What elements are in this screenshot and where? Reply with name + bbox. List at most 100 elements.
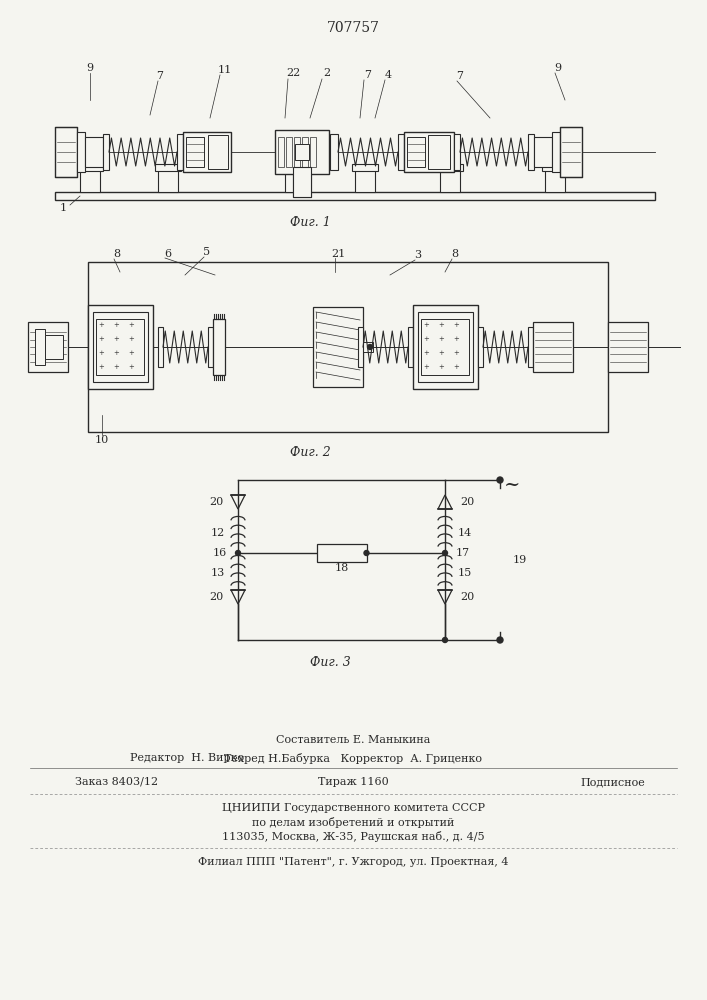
Bar [208,135,228,169]
Bar [437,164,463,171]
Bar [408,327,413,367]
Circle shape [443,638,448,643]
Text: 9: 9 [86,63,93,73]
Text: 19: 19 [513,555,527,565]
Bar [282,164,308,171]
Text: 1: 1 [59,203,66,213]
Text: 12: 12 [211,528,225,538]
Text: +: + [453,335,459,343]
Bar [528,327,533,367]
Text: ~: ~ [504,476,520,494]
Bar [88,305,153,389]
Text: +: + [453,349,459,357]
Bar [77,164,103,171]
Bar [103,134,109,170]
Bar [407,137,425,167]
Text: +: + [113,335,119,343]
Text: +: + [113,321,119,329]
Bar [302,137,308,167]
Text: 18: 18 [334,563,349,573]
Bar [293,167,311,197]
Text: Филиал ППП "Патент", г. Ужгород, ул. Проектная, 4: Филиал ППП "Патент", г. Ужгород, ул. Про… [198,857,508,867]
Circle shape [443,550,448,556]
Bar [177,134,183,170]
Text: +: + [98,363,104,371]
Circle shape [497,477,503,483]
Bar [28,322,68,372]
Text: 2: 2 [323,68,331,78]
Text: 20: 20 [209,592,223,602]
Bar [528,134,534,170]
Text: +: + [423,349,429,357]
Text: Редактор  Н. Вирко: Редактор Н. Вирко [130,753,244,763]
Text: +: + [438,335,444,343]
Text: 8: 8 [452,249,459,259]
Text: +: + [128,363,134,371]
Bar [213,319,225,375]
Bar [478,327,483,367]
Text: +: + [453,363,459,371]
Text: +: + [98,335,104,343]
Bar [552,132,560,172]
Bar [398,134,404,170]
Text: Техред Н.Бабурка   Корректор  А. Гриценко: Техред Н.Бабурка Корректор А. Гриценко [224,752,482,764]
Circle shape [364,550,369,556]
Bar [77,132,85,172]
Text: +: + [453,321,459,329]
Bar [358,327,363,367]
Bar [96,319,144,375]
Bar [278,137,284,167]
Circle shape [368,344,373,350]
Bar [533,322,573,372]
Text: 20: 20 [209,497,223,507]
Text: 16: 16 [213,548,227,558]
Text: 9: 9 [554,63,561,73]
Bar [80,170,100,192]
Text: Фиг. 1: Фиг. 1 [290,216,330,229]
Text: 22: 22 [286,68,300,78]
Text: 10: 10 [95,435,109,445]
Text: +: + [128,349,134,357]
Text: 13: 13 [211,568,225,578]
Text: 6: 6 [165,249,172,259]
Text: +: + [438,349,444,357]
Text: 3: 3 [414,250,421,260]
Text: +: + [438,321,444,329]
Circle shape [497,637,503,643]
Bar [293,167,311,197]
Bar [418,312,473,382]
Bar [208,327,213,367]
Bar [186,137,204,167]
Bar [542,164,568,171]
Text: +: + [423,363,429,371]
Bar [275,130,329,174]
Text: +: + [128,321,134,329]
Bar [428,135,450,169]
Text: Подписное: Подписное [580,777,645,787]
Bar [85,137,103,167]
Text: 20: 20 [460,592,474,602]
Bar [534,137,552,167]
Bar [355,170,375,192]
Bar [545,170,565,192]
Text: 7: 7 [365,70,371,80]
Text: 17: 17 [456,548,470,558]
Bar [404,132,454,172]
Text: +: + [438,363,444,371]
Bar [313,307,363,387]
Bar [88,262,608,432]
Bar [330,134,338,170]
Text: +: + [113,363,119,371]
Bar [295,144,309,160]
Text: +: + [98,321,104,329]
Bar [158,170,178,192]
Text: Заказ 8403/12: Заказ 8403/12 [75,777,158,787]
Bar [155,164,181,171]
Bar [286,137,292,167]
Text: Фиг. 3: Фиг. 3 [310,656,351,668]
Text: 7: 7 [457,71,464,81]
Text: 11: 11 [218,65,232,75]
Text: 7: 7 [156,71,163,81]
Text: по делам изобретений и открытий: по делам изобретений и открытий [252,816,454,828]
Text: 15: 15 [458,568,472,578]
